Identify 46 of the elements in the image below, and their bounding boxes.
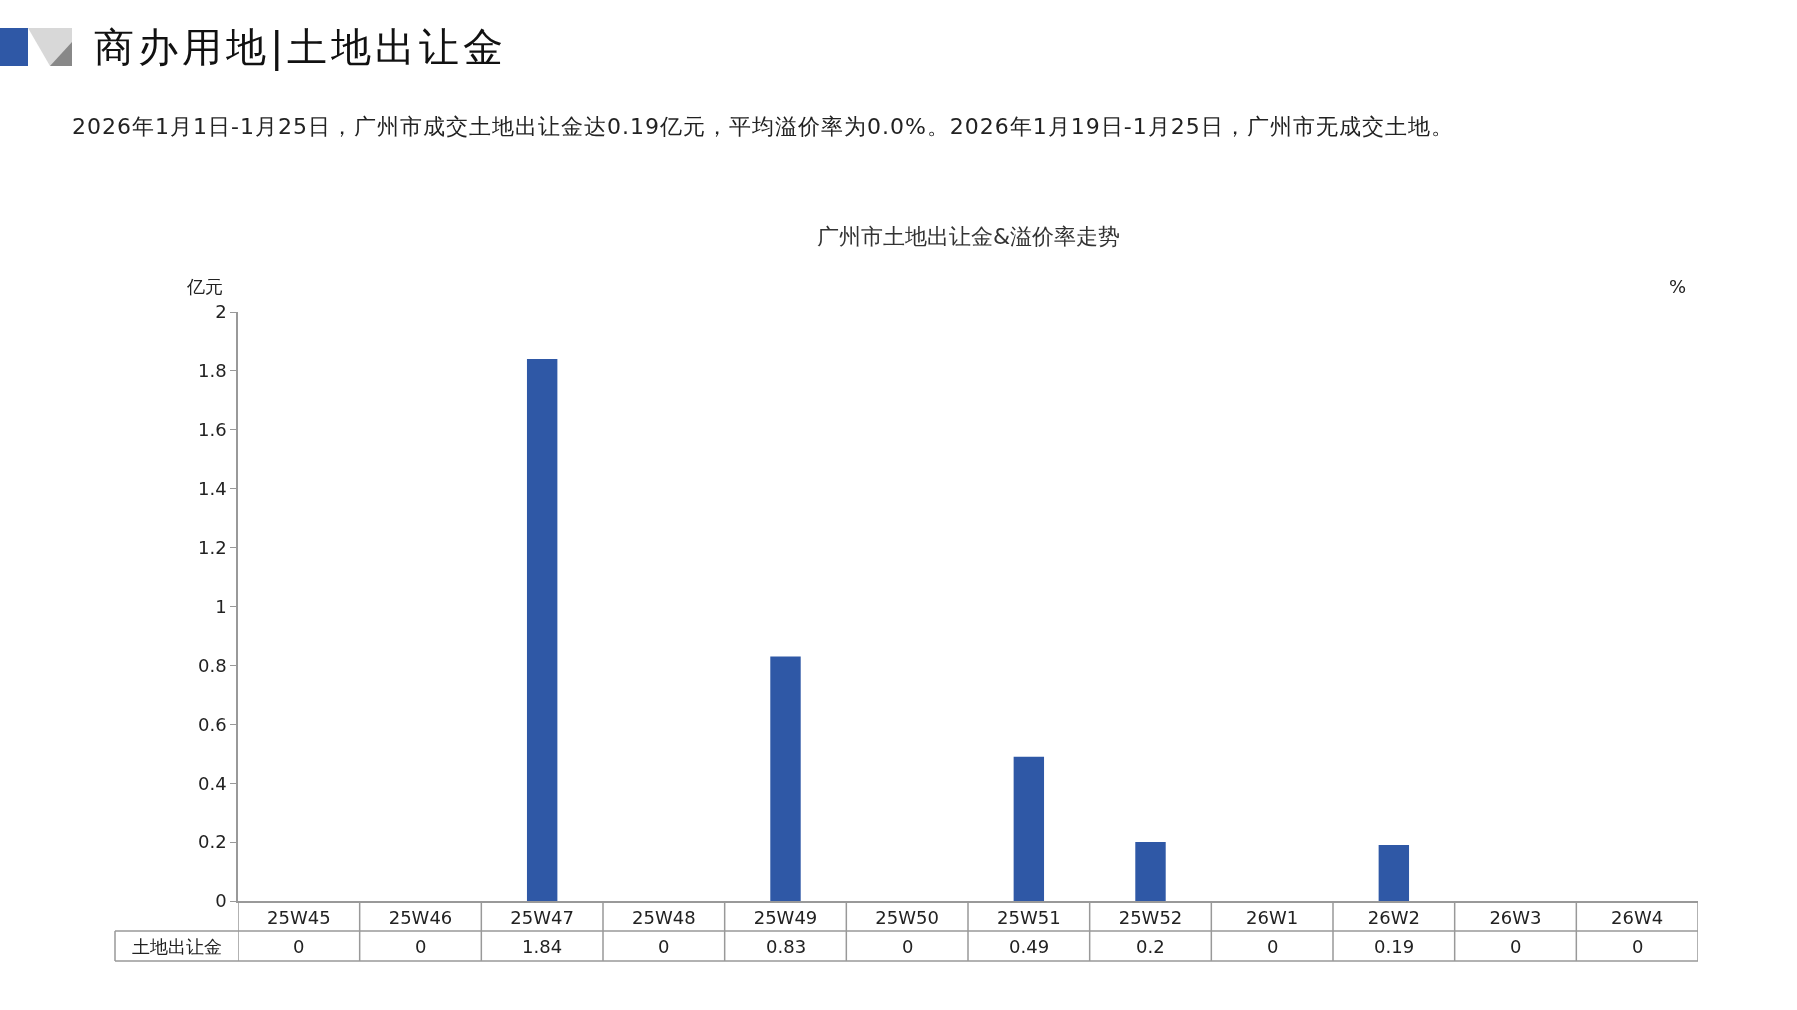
- data-label: 0: [1267, 936, 1279, 957]
- x-tick-label: 25W50: [875, 907, 939, 929]
- x-tick-label: 26W4: [1611, 907, 1664, 929]
- bar: [770, 656, 801, 901]
- data-label: 0.49: [1009, 936, 1050, 957]
- bar: [1378, 845, 1410, 901]
- text: 广州市土地出让金&溢价率走势: [817, 224, 1121, 249]
- x-tick-label: 25W51: [997, 907, 1061, 929]
- y-tick-label: 0.2: [198, 831, 227, 853]
- y-tick-label: 2: [215, 301, 227, 323]
- y2-axis-title: %: [1669, 276, 1687, 297]
- bar: [1135, 842, 1166, 901]
- data-label: 0.19: [1374, 936, 1415, 957]
- data-label: 0: [293, 936, 305, 957]
- data-label: 0: [1510, 936, 1522, 957]
- data-label: 0: [1632, 936, 1644, 957]
- y-tick-label: 0.8: [198, 654, 227, 676]
- data-label: 0.83: [766, 936, 807, 957]
- x-tick-label: 25W45: [267, 907, 331, 929]
- x-tick-label: 25W49: [753, 907, 818, 929]
- y-tick-label: 0.6: [198, 713, 227, 735]
- data-label: 0: [902, 936, 914, 957]
- y-tick-label: 1.2: [198, 536, 227, 558]
- y-tick-label: 1: [215, 595, 227, 617]
- chart-subtitle: 2026年1月1日-1月25日，广州市成交土地出让金达0.19亿元，平均溢价率为0.0%。2026年1月19日-1月25日，广州市无成交土地。: [72, 113, 1454, 141]
- bar: [1013, 756, 1045, 901]
- text: 土地出让金: [132, 936, 222, 957]
- y-tick-label: 1.8: [198, 360, 227, 382]
- data-label: 0.2: [1136, 936, 1165, 957]
- data-label: 0: [658, 936, 670, 957]
- data-label: 0: [415, 936, 427, 957]
- y-axis-title: 亿元: [186, 276, 223, 297]
- y-tick-label: 1.6: [198, 419, 227, 441]
- y-tick-label: 1.4: [198, 478, 227, 499]
- y-tick-label: 0.4: [198, 772, 227, 794]
- x-tick-label: 26W2: [1367, 907, 1420, 929]
- x-tick-label: 25W48: [632, 907, 696, 929]
- data-label: 1.84: [522, 936, 563, 957]
- x-tick-label: 26W3: [1489, 907, 1542, 929]
- x-tick-label: 25W46: [388, 907, 453, 929]
- chart-title: 商办用地|土地出让金: [94, 22, 508, 73]
- x-tick-label: 25W47: [510, 907, 574, 929]
- y-tick-label: 0: [215, 890, 227, 912]
- x-tick-label: 26W1: [1246, 907, 1299, 929]
- x-tick-label: 25W52: [1118, 907, 1183, 929]
- bar: [526, 359, 558, 901]
